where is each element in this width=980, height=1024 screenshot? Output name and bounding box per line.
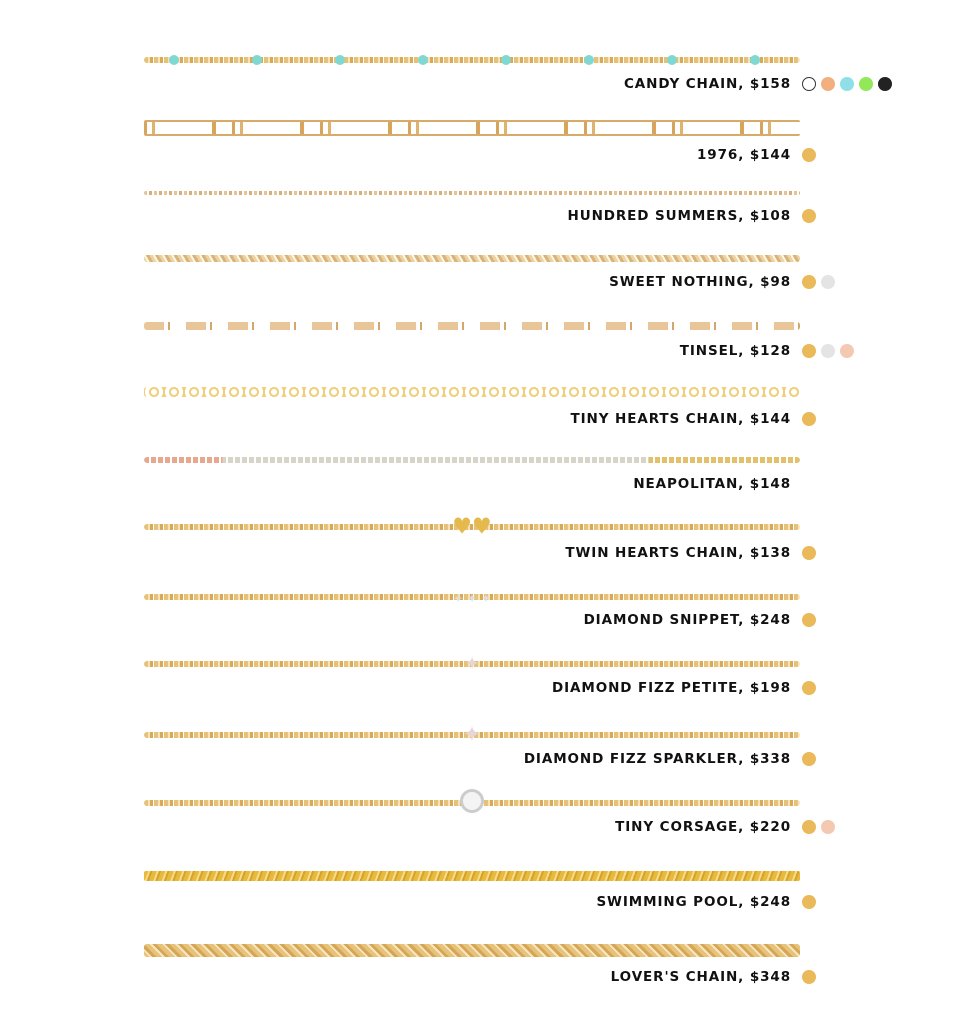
color-swatch[interactable] xyxy=(802,895,816,909)
color-swatch[interactable] xyxy=(802,275,816,289)
color-swatch[interactable] xyxy=(802,412,816,426)
color-swatches xyxy=(802,895,816,909)
color-swatches xyxy=(802,209,816,223)
bead xyxy=(501,55,511,65)
color-swatch[interactable] xyxy=(802,820,816,834)
chain-image[interactable] xyxy=(144,322,800,330)
chain-image[interactable] xyxy=(144,255,800,262)
bead xyxy=(750,55,760,65)
bead xyxy=(335,55,345,65)
pendant: ♥♥ xyxy=(452,514,492,540)
color-swatches xyxy=(802,546,816,560)
pendant: ✦ ✦ ✦ xyxy=(453,591,491,606)
color-swatch[interactable] xyxy=(802,209,816,223)
color-swatch[interactable] xyxy=(802,546,816,560)
product-label[interactable]: 1976, $144 xyxy=(697,147,791,163)
chain-image[interactable] xyxy=(144,120,800,136)
product-label[interactable]: TWIN HEARTS CHAIN, $138 xyxy=(565,545,791,561)
color-swatch[interactable] xyxy=(878,77,892,91)
color-swatch[interactable] xyxy=(802,344,816,358)
color-swatch[interactable] xyxy=(840,77,854,91)
color-swatches xyxy=(802,752,816,766)
color-swatches xyxy=(802,77,892,91)
color-swatches xyxy=(802,148,816,162)
bead xyxy=(252,55,262,65)
color-swatches xyxy=(802,820,835,834)
color-swatch[interactable] xyxy=(802,613,816,627)
product-label[interactable]: SWIMMING POOL, $248 xyxy=(596,894,791,910)
color-swatch[interactable] xyxy=(840,344,854,358)
color-swatches xyxy=(802,412,816,426)
chain-image[interactable] xyxy=(144,55,800,65)
chain-image[interactable] xyxy=(144,191,800,195)
color-swatches xyxy=(802,344,854,358)
color-swatch[interactable] xyxy=(821,344,835,358)
color-swatches xyxy=(802,613,816,627)
bead xyxy=(667,55,677,65)
color-swatch[interactable] xyxy=(821,77,835,91)
color-swatch[interactable] xyxy=(802,77,816,91)
color-swatch[interactable] xyxy=(802,752,816,766)
product-label[interactable]: TINY HEARTS CHAIN, $144 xyxy=(570,411,791,427)
product-label[interactable]: TINY CORSAGE, $220 xyxy=(615,819,791,835)
chain-image[interactable] xyxy=(144,871,800,881)
color-swatch[interactable] xyxy=(802,681,816,695)
bead xyxy=(169,55,179,65)
product-label[interactable]: CANDY CHAIN, $158 xyxy=(623,76,791,92)
color-swatch[interactable] xyxy=(802,970,816,984)
color-swatch[interactable] xyxy=(821,820,835,834)
bead xyxy=(418,55,428,65)
color-swatches xyxy=(802,275,835,289)
product-label[interactable]: DIAMOND FIZZ SPARKLER, $338 xyxy=(523,751,791,767)
chain-image[interactable]: ✦ xyxy=(144,654,800,675)
chain-image[interactable]: ♥♥ xyxy=(144,515,800,540)
product-label[interactable]: SWEET NOTHING, $98 xyxy=(609,274,791,290)
pendant xyxy=(460,789,484,817)
product-label[interactable]: LOVER'S CHAIN, $348 xyxy=(610,969,791,985)
chain-image[interactable] xyxy=(144,944,800,957)
color-swatch[interactable] xyxy=(859,77,873,91)
product-label[interactable]: DIAMOND SNIPPET, $248 xyxy=(583,612,791,628)
chain-image[interactable] xyxy=(144,457,800,463)
pendant: ✦ xyxy=(462,722,482,748)
chain-image[interactable]: ✦ xyxy=(144,723,800,748)
color-swatch[interactable] xyxy=(821,275,835,289)
product-label[interactable]: TINSEL, $128 xyxy=(679,343,791,359)
bead xyxy=(584,55,594,65)
chain-image[interactable] xyxy=(144,789,800,813)
chain-image[interactable]: ✦ ✦ ✦ xyxy=(144,592,800,606)
color-swatch[interactable] xyxy=(802,148,816,162)
pendant: ✦ xyxy=(464,653,480,675)
color-swatches xyxy=(802,970,816,984)
color-swatches xyxy=(802,681,816,695)
product-label[interactable]: HUNDRED SUMMERS, $108 xyxy=(567,208,791,224)
product-label[interactable]: NEAPOLITAN, $148 xyxy=(633,476,791,492)
product-label[interactable]: DIAMOND FIZZ PETITE, $198 xyxy=(552,680,791,696)
chain-image[interactable] xyxy=(144,387,800,397)
